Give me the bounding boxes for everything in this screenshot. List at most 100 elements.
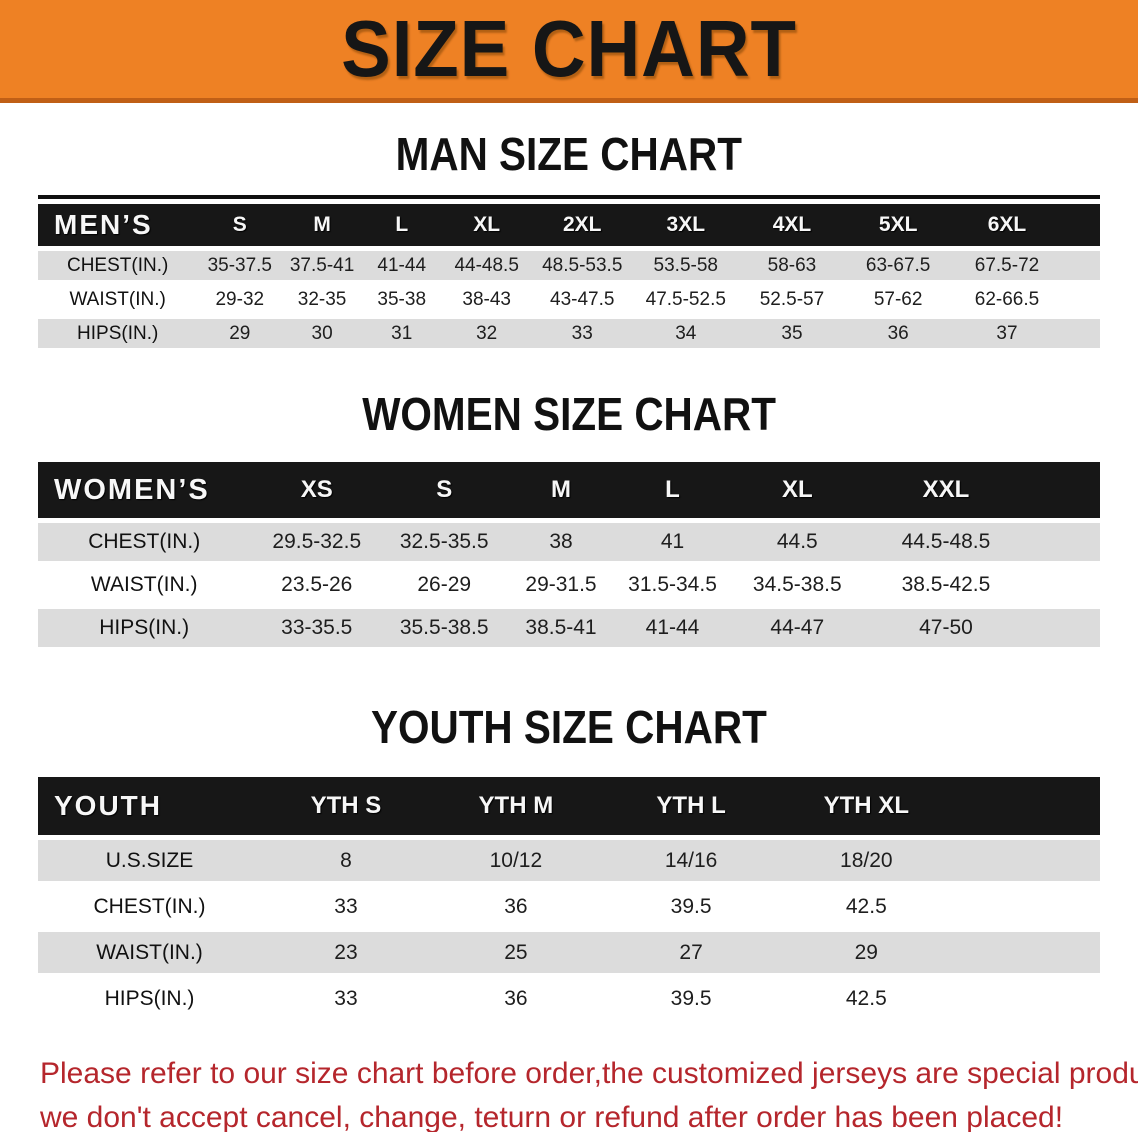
size-column-header: M — [282, 204, 362, 246]
size-value-cell: 44-47 — [728, 609, 867, 647]
women-header-row: WOMEN’S XS S M L XL XXL — [38, 462, 1100, 518]
size-value-cell: 44-48.5 — [441, 251, 532, 280]
size-value-cell: 41-44 — [361, 251, 442, 280]
size-value-cell: 62-66.5 — [951, 285, 1063, 314]
disclaimer-note: Please refer to our size chart before or… — [40, 1052, 1138, 1132]
size-value-cell: 34.5-38.5 — [728, 566, 867, 604]
size-value-cell: 33 — [531, 319, 633, 348]
row-spacer — [951, 886, 1100, 927]
size-value-cell: 18/20 — [781, 840, 952, 881]
size-column-header: XXL — [866, 462, 1026, 518]
size-column-header: XS — [250, 462, 384, 518]
header-spacer — [1062, 204, 1100, 246]
men-size-table-wrap: MEN’S S M L XL 2XL 3XL 4XL 5XL 6XL CHEST… — [38, 199, 1100, 353]
size-value-cell: 36 — [430, 978, 601, 1019]
youth-size-table-wrap: YOUTH YTH S YTH M YTH L YTH XL U.S.SIZE … — [38, 772, 1100, 1024]
size-value-cell: 29 — [781, 932, 952, 973]
size-value-cell: 32-35 — [282, 285, 362, 314]
women-section-heading: WOMEN SIZE CHART — [0, 387, 1138, 441]
row-spacer — [951, 978, 1100, 1019]
size-column-header: S — [197, 204, 283, 246]
size-column-header: S — [383, 462, 506, 518]
size-value-cell: 63-67.5 — [845, 251, 952, 280]
measurement-row: WAIST(IN.) 29-32 32-35 35-38 38-43 43-47… — [38, 285, 1100, 314]
note-line-2: we don't accept cancel, change, teturn o… — [40, 1100, 1064, 1132]
size-column-header: 4XL — [738, 204, 846, 246]
youth-header-row: YOUTH YTH S YTH M YTH L YTH XL — [38, 777, 1100, 835]
measurement-row: HIPS(IN.) 29 30 31 32 33 34 35 36 37 — [38, 319, 1100, 348]
size-column-header: XL — [728, 462, 867, 518]
measurement-row: CHEST(IN.) 29.5-32.5 32.5-35.5 38 41 44.… — [38, 523, 1100, 561]
size-value-cell: 47.5-52.5 — [632, 285, 739, 314]
header-spacer — [951, 777, 1100, 835]
size-value-cell: 38.5-42.5 — [866, 566, 1026, 604]
size-value-cell: 36 — [845, 319, 952, 348]
men-size-table: MEN’S S M L XL 2XL 3XL 4XL 5XL 6XL CHEST… — [38, 199, 1100, 353]
size-value-cell: 31 — [361, 319, 442, 348]
youth-section-heading: YOUTH SIZE CHART — [0, 700, 1138, 754]
size-value-cell: 42.5 — [781, 978, 952, 1019]
row-spacer — [951, 932, 1100, 973]
size-column-header: 5XL — [845, 204, 952, 246]
size-value-cell: 42.5 — [781, 886, 952, 927]
row-label: HIPS(IN.) — [38, 319, 198, 348]
size-value-cell: 53.5-58 — [632, 251, 739, 280]
row-label: HIPS(IN.) — [38, 609, 251, 647]
size-column-header: 6XL — [951, 204, 1063, 246]
header-spacer — [1025, 462, 1100, 518]
size-value-cell: 38 — [505, 523, 617, 561]
measurement-row: WAIST(IN.) 23 25 27 29 — [38, 932, 1100, 973]
youth-size-table: YOUTH YTH S YTH M YTH L YTH XL U.S.SIZE … — [38, 772, 1100, 1024]
size-value-cell: 35 — [738, 319, 846, 348]
size-value-cell: 44.5-48.5 — [866, 523, 1026, 561]
size-value-cell: 48.5-53.5 — [531, 251, 633, 280]
size-value-cell: 30 — [282, 319, 362, 348]
row-spacer — [1062, 285, 1100, 314]
size-value-cell: 14/16 — [600, 840, 782, 881]
size-column-header: YTH S — [261, 777, 431, 835]
size-value-cell: 52.5-57 — [738, 285, 846, 314]
size-value-cell: 31.5-34.5 — [616, 566, 729, 604]
size-value-cell: 33 — [261, 978, 431, 1019]
row-spacer — [1062, 251, 1100, 280]
size-value-cell: 58-63 — [738, 251, 846, 280]
size-value-cell: 67.5-72 — [951, 251, 1063, 280]
banner-title: SIZE CHART — [341, 4, 797, 93]
size-value-cell: 32.5-35.5 — [383, 523, 506, 561]
size-value-cell: 29-32 — [197, 285, 283, 314]
women-size-table: WOMEN’S XS S M L XL XXL CHEST(IN.) 29.5-… — [38, 457, 1100, 652]
row-label: CHEST(IN.) — [38, 523, 251, 561]
size-value-cell: 39.5 — [600, 978, 782, 1019]
size-value-cell: 33 — [261, 886, 431, 927]
row-spacer — [1025, 523, 1100, 561]
size-value-cell: 43-47.5 — [531, 285, 633, 314]
size-chart-banner: SIZE CHART — [0, 0, 1138, 103]
size-value-cell: 39.5 — [600, 886, 782, 927]
youth-heading-text: YOUTH SIZE CHART — [371, 701, 767, 753]
measurement-row: U.S.SIZE 8 10/12 14/16 18/20 — [38, 840, 1100, 881]
size-column-header: 2XL — [531, 204, 633, 246]
size-value-cell: 35-38 — [361, 285, 442, 314]
size-value-cell: 25 — [430, 932, 601, 973]
size-value-cell: 35.5-38.5 — [383, 609, 506, 647]
size-column-header: M — [505, 462, 617, 518]
size-value-cell: 26-29 — [383, 566, 506, 604]
size-value-cell: 29.5-32.5 — [250, 523, 384, 561]
size-value-cell: 44.5 — [728, 523, 867, 561]
measurement-row: HIPS(IN.) 33-35.5 35.5-38.5 38.5-41 41-4… — [38, 609, 1100, 647]
size-column-header: L — [616, 462, 729, 518]
size-value-cell: 23 — [261, 932, 431, 973]
row-label: WAIST(IN.) — [38, 566, 251, 604]
size-column-header: YTH L — [600, 777, 782, 835]
size-value-cell: 10/12 — [430, 840, 601, 881]
row-label: WAIST(IN.) — [38, 932, 262, 973]
size-value-cell: 35-37.5 — [197, 251, 283, 280]
row-label: HIPS(IN.) — [38, 978, 262, 1019]
men-table-label: MEN’S — [38, 204, 198, 246]
size-value-cell: 33-35.5 — [250, 609, 384, 647]
size-value-cell: 23.5-26 — [250, 566, 384, 604]
size-column-header: YTH M — [430, 777, 601, 835]
row-spacer — [1062, 319, 1100, 348]
women-heading-text: WOMEN SIZE CHART — [362, 388, 776, 440]
